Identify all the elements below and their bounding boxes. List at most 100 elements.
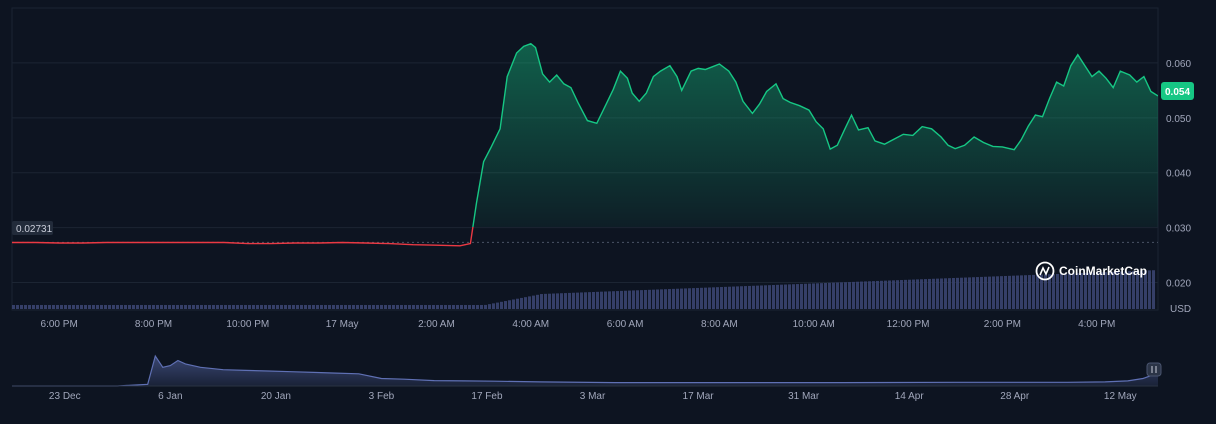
navigator-x-tick-label: 23 Dec xyxy=(49,391,81,402)
coinmarketcap-watermark-text: CoinMarketCap xyxy=(1059,264,1147,278)
volume-bar xyxy=(636,290,639,309)
volume-bar xyxy=(724,286,727,309)
volume-bar xyxy=(64,305,67,309)
volume-bar xyxy=(372,305,375,309)
volume-bar xyxy=(1152,270,1155,309)
volume-bars xyxy=(12,270,1155,309)
volume-bar xyxy=(892,280,895,309)
volume-bar xyxy=(992,276,995,309)
volume-bar xyxy=(1080,273,1083,309)
volume-bar xyxy=(672,288,675,309)
volume-bar xyxy=(160,305,163,309)
volume-bar xyxy=(348,305,351,309)
volume-bar xyxy=(136,305,139,309)
volume-bar xyxy=(192,305,195,309)
volume-bar xyxy=(296,305,299,309)
volume-bar xyxy=(908,279,911,309)
volume-bar xyxy=(1108,271,1111,309)
price-series[interactable] xyxy=(12,42,1158,247)
volume-bar xyxy=(1056,273,1059,309)
volume-bar xyxy=(540,294,543,309)
volume-bar xyxy=(492,303,495,309)
volume-bar xyxy=(284,305,287,309)
volume-bar xyxy=(696,287,699,309)
volume-bar xyxy=(604,291,607,309)
volume-bar xyxy=(108,305,111,309)
price-line-up[interactable] xyxy=(12,42,1158,246)
volume-bar xyxy=(864,281,867,309)
volume-bar xyxy=(16,305,19,309)
price-line-down[interactable] xyxy=(12,44,1158,247)
volume-bar xyxy=(92,305,95,309)
volume-bar xyxy=(712,287,715,309)
volume-bar xyxy=(980,276,983,309)
volume-bar xyxy=(804,283,807,309)
x-tick-label: 2:00 PM xyxy=(984,319,1021,330)
volume-bar xyxy=(708,287,711,309)
volume-bar xyxy=(420,305,423,309)
current-price-tag: 0.054 xyxy=(1161,82,1194,100)
volume-bar xyxy=(288,305,291,309)
volume-bar xyxy=(640,290,643,309)
baseline-label-bg xyxy=(12,221,53,235)
volume-bar xyxy=(556,293,559,309)
navigator-x-axis: 23 Dec 6 Jan 20 Jan 3 Feb 17 Feb 3 Mar 17 Mar 3… xyxy=(49,391,1137,402)
volume-bar xyxy=(824,282,827,309)
volume-bar xyxy=(328,305,331,309)
volume-bar xyxy=(516,298,519,309)
volume-bar xyxy=(376,305,379,309)
volume-bar xyxy=(1004,275,1007,309)
volume-bar xyxy=(752,285,755,309)
volume-bar xyxy=(484,304,487,309)
navigator-x-tick-label: 3 Feb xyxy=(369,391,395,402)
volume-bar xyxy=(580,292,583,309)
volume-bar xyxy=(72,305,75,309)
volume-bar xyxy=(1088,272,1091,309)
volume-bar xyxy=(536,294,539,309)
navigator-series[interactable] xyxy=(12,354,1159,387)
navigator-x-tick-label: 12 May xyxy=(1104,391,1137,402)
navigator-line[interactable] xyxy=(12,354,1159,387)
volume-bar xyxy=(24,305,27,309)
volume-bar xyxy=(956,277,959,309)
volume-bar xyxy=(988,276,991,309)
volume-bar xyxy=(356,305,359,309)
volume-axis-label: USD xyxy=(1170,304,1191,315)
volume-bar xyxy=(904,279,907,309)
volume-bar xyxy=(172,305,175,309)
volume-bar xyxy=(552,293,555,309)
volume-bar xyxy=(120,305,123,309)
volume-bar xyxy=(976,277,979,309)
coinmarketcap-logo-icon xyxy=(1035,261,1055,281)
navigator-x-tick-label: 31 Mar xyxy=(788,391,820,402)
navigator-handle-box[interactable] xyxy=(1146,362,1162,377)
volume-bar xyxy=(224,305,227,309)
volume-bar xyxy=(180,305,183,309)
volume-bar xyxy=(1040,274,1043,309)
volume-bar xyxy=(436,305,439,309)
volume-bar xyxy=(560,293,563,309)
volume-bar xyxy=(100,305,103,309)
volume-bar xyxy=(240,305,243,309)
volume-bar xyxy=(416,305,419,309)
volume-bar xyxy=(792,284,795,309)
x-tick-label: 6:00 AM xyxy=(607,319,644,330)
x-tick-label: 17 May xyxy=(326,319,359,330)
volume-bar xyxy=(960,277,963,309)
volume-bar xyxy=(28,305,31,309)
volume-bar xyxy=(964,277,967,309)
volume-bar xyxy=(144,305,147,309)
coinmarketcap-watermark: CoinMarketCap xyxy=(1035,261,1147,281)
volume-bar xyxy=(808,283,811,309)
navigator-handle[interactable] xyxy=(1146,362,1162,377)
volume-bar xyxy=(340,305,343,309)
volume-bar xyxy=(1000,276,1003,309)
volume-bar xyxy=(952,278,955,309)
volume-bar xyxy=(1008,275,1011,309)
x-tick-label: 2:00 AM xyxy=(418,319,455,330)
volume-bar xyxy=(1044,274,1047,309)
volume-bar xyxy=(736,286,739,309)
volume-bar xyxy=(440,305,443,309)
